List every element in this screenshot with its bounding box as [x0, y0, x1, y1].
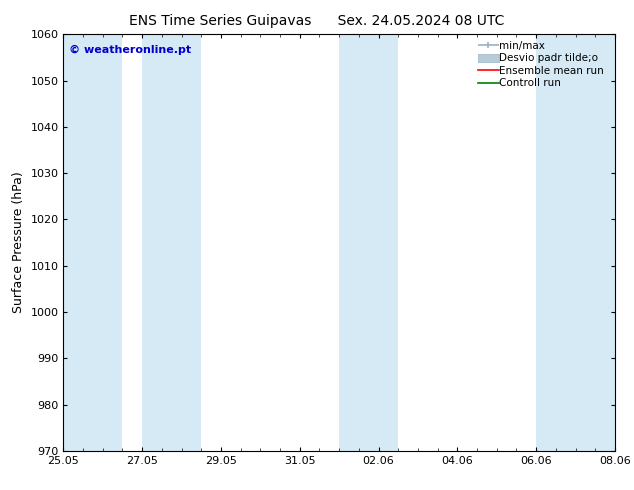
Legend: min/max, Desvio padr tilde;o, Ensemble mean run, Controll run: min/max, Desvio padr tilde;o, Ensemble m…	[475, 37, 612, 92]
Text: ENS Time Series Guipavas      Sex. 24.05.2024 08 UTC: ENS Time Series Guipavas Sex. 24.05.2024…	[129, 14, 505, 28]
Bar	[339, 34, 398, 451]
Bar	[536, 34, 615, 451]
Y-axis label: Surface Pressure (hPa): Surface Pressure (hPa)	[12, 172, 25, 314]
Bar	[142, 34, 202, 451]
Text: © weatheronline.pt: © weatheronline.pt	[69, 45, 191, 55]
Bar	[63, 34, 122, 451]
